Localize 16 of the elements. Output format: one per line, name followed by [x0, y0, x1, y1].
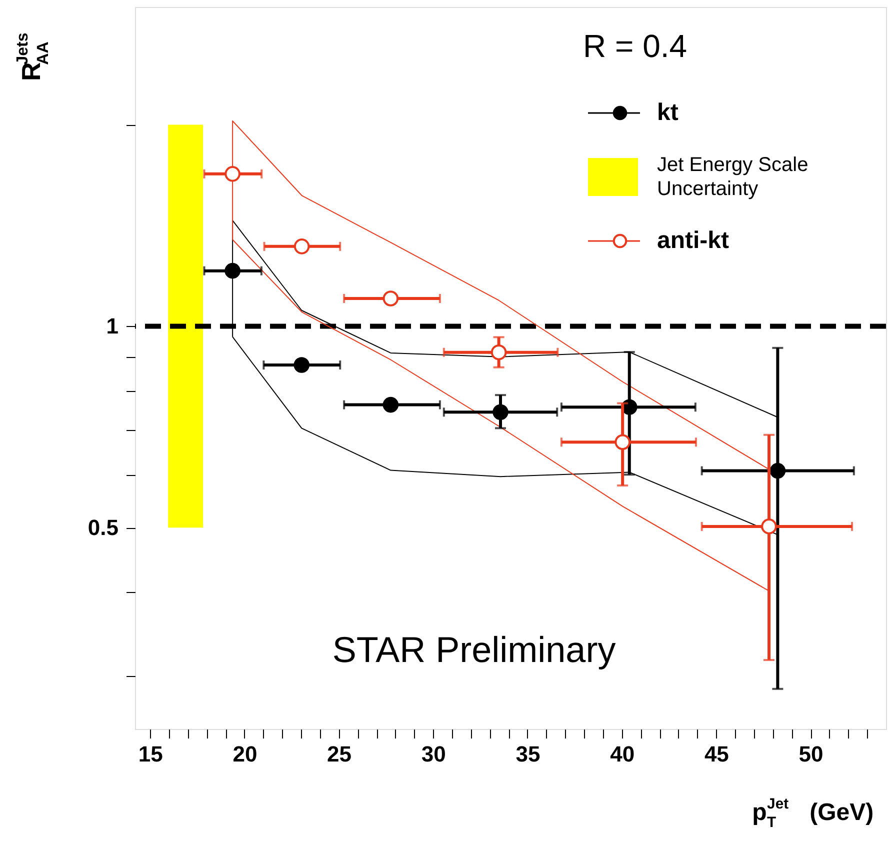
x-tick-label: 45 [704, 742, 729, 766]
y-tick-label: 1 [106, 314, 118, 339]
y-tick-label: 0.5 [88, 515, 118, 540]
x-tick-label: 35 [516, 742, 540, 766]
x-tick-label: 20 [232, 742, 258, 766]
annotation: STAR Preliminary [332, 629, 616, 670]
y-axis-title: RJetsAA [14, 32, 52, 81]
legend-label: anti-kt [657, 227, 730, 254]
x-tick-label: 25 [327, 742, 352, 766]
annotation: R = 0.4 [583, 28, 688, 64]
x-tick-label: 15 [138, 742, 163, 766]
x-tick-label: 40 [610, 742, 635, 766]
x-tick-label: 30 [421, 742, 446, 766]
x-tick-label: 50 [798, 742, 824, 766]
legend-label: Jet Energy Scale Uncertainty [657, 154, 808, 200]
legend-label: kt [657, 99, 678, 126]
